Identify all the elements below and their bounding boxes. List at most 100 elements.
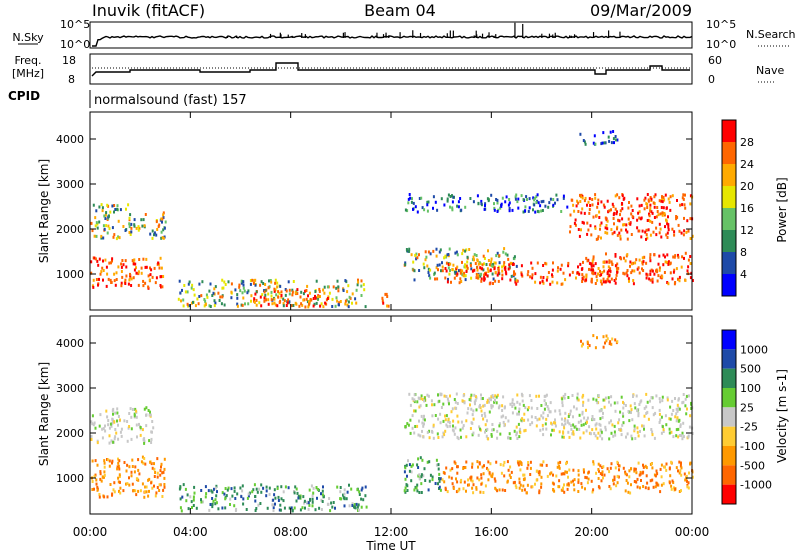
power-cell [314, 296, 317, 300]
velocity-cell [633, 467, 636, 471]
velocity-cell [311, 497, 314, 501]
velocity-colorbar-tick: 1000 [740, 343, 768, 356]
velocity-cell [200, 489, 203, 492]
power-cell [586, 203, 588, 207]
power-cell [133, 258, 136, 262]
power-cell [524, 209, 527, 213]
velocity-cell [307, 507, 310, 511]
power-cell [428, 274, 431, 278]
velocity-cell [538, 417, 541, 421]
power-cell [287, 280, 290, 284]
velocity-cell [104, 424, 106, 428]
power-cell [599, 279, 602, 283]
power-cell [593, 134, 596, 138]
velocity-cell [356, 505, 359, 509]
velocity-cell [355, 502, 358, 506]
power-cell [597, 235, 600, 239]
velocity-cell [513, 402, 516, 406]
velocity-cell [652, 485, 655, 489]
velocity-cell [214, 498, 217, 502]
power-cell [658, 199, 661, 203]
velocity-cell [685, 477, 688, 481]
power-cell [601, 141, 604, 145]
power-cell [618, 231, 621, 235]
velocity-cell [117, 457, 119, 461]
power-cell [274, 278, 277, 282]
power-cell [562, 271, 565, 275]
velocity-cell [592, 397, 595, 401]
power-cell [438, 250, 441, 254]
velocity-cell [443, 394, 446, 398]
velocity-cell [252, 488, 255, 492]
velocity-ylabel: Slant Range [km] [37, 362, 51, 466]
power-cell [188, 280, 191, 284]
power-cell [153, 231, 156, 235]
velocity-cell [211, 505, 214, 509]
power-cell [630, 212, 633, 216]
power-cell [162, 236, 165, 240]
power-cell [144, 281, 147, 285]
power-cell [477, 273, 480, 277]
power-cell [605, 252, 607, 256]
power-cell [298, 304, 301, 308]
velocity-cell [214, 486, 217, 490]
power-cell [620, 228, 623, 232]
power-cell [481, 267, 484, 271]
velocity-cell [143, 441, 146, 445]
power-cell [234, 288, 237, 292]
power-cell [92, 278, 95, 282]
power-cell [501, 196, 504, 200]
power-cell [461, 252, 464, 256]
power-cell [117, 219, 120, 223]
power-cell [464, 249, 467, 253]
power-cell [569, 225, 572, 229]
velocity-cell [580, 419, 582, 423]
velocity-cell [420, 475, 423, 479]
power-cell [208, 289, 211, 293]
velocity-cell [563, 483, 565, 487]
power-cell [346, 290, 349, 294]
velocity-cell [411, 463, 414, 467]
velocity-cell [94, 459, 97, 463]
power-cell [649, 253, 652, 257]
velocity-cell [675, 434, 678, 438]
velocity-cell [650, 428, 653, 431]
power-cell [456, 253, 459, 257]
velocity-cell [685, 412, 688, 416]
power-cell [222, 286, 225, 290]
velocity-cell [573, 478, 576, 482]
velocity-cell [153, 462, 155, 466]
power-cell [267, 298, 270, 302]
power-cell [594, 262, 597, 266]
velocity-cell [109, 422, 112, 426]
velocity-cell [588, 425, 591, 429]
power-cell [282, 302, 285, 306]
velocity-cell [571, 394, 574, 397]
velocity-cell [595, 398, 598, 402]
velocity-cell [633, 424, 636, 428]
velocity-cell [145, 406, 148, 410]
power-cell [539, 275, 542, 279]
velocity-cell [554, 418, 556, 422]
power-band [90, 256, 165, 290]
velocity-colorbar-tick: 500 [740, 363, 761, 376]
velocity-cell [586, 340, 589, 344]
velocity-cell [191, 506, 193, 509]
power-cell [492, 263, 495, 266]
velocity-cell [160, 465, 162, 469]
velocity-cell [661, 395, 664, 399]
power-cell [534, 280, 537, 284]
power-cell [552, 203, 555, 207]
velocity-cell [614, 466, 617, 470]
velocity-cell [143, 439, 146, 443]
power-cell [669, 271, 672, 275]
velocity-cell [668, 417, 671, 421]
power-cell [236, 304, 239, 308]
velocity-cell [678, 418, 681, 422]
velocity-cell [246, 496, 249, 500]
velocity-cell [125, 469, 128, 473]
power-cell [242, 296, 245, 300]
power-cell [253, 279, 256, 283]
velocity-cell [440, 406, 443, 409]
